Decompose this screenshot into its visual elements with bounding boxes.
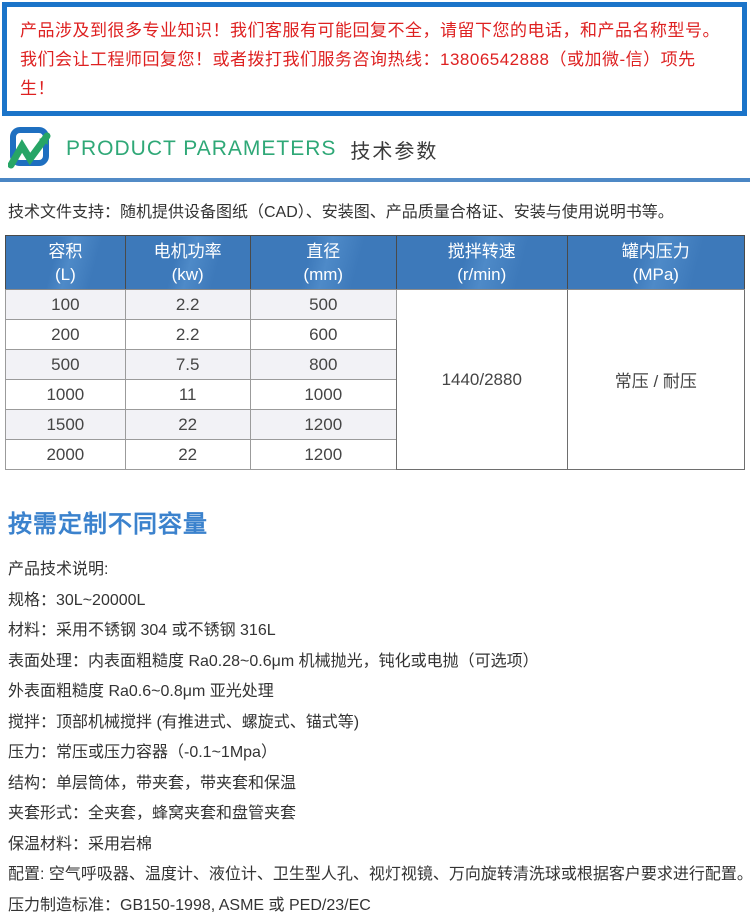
spec-line: 保温材料：采用岩棉: [8, 830, 742, 861]
spec-line: 压力制造标准：GB150-1998, ASME 或 PED/23/EC: [8, 891, 742, 921]
power-cell: 2.2: [125, 320, 250, 350]
power-cell: 2.2: [125, 290, 250, 320]
power-cell: 22: [125, 440, 250, 470]
tech-docs-note: 技术文件支持：随机提供设备图纸（CAD）、安装图、产品质量合格证、安装与使用说明…: [0, 182, 750, 235]
volume-cell: 2000: [6, 440, 126, 470]
column-header-volume: 容积 (L): [6, 236, 126, 290]
spec-line: 产品技术说明:: [8, 555, 742, 586]
volume-cell: 500: [6, 350, 126, 380]
zigzag-chart-icon: [8, 126, 54, 172]
tech-docs-note-text: 技术文件支持：随机提供设备图纸（CAD）、安装图、产品质量合格证、安装与使用说明…: [8, 204, 674, 221]
service-notice-text: 产品涉及到很多专业知识！我们客服有可能回复不全，请留下您的电话，和产品名称型号。…: [20, 21, 720, 98]
column-header-power: 电机功率 (kw): [125, 236, 250, 290]
spec-line: 表面处理：内表面粗糙度 Ra0.28~0.6μm 机械抛光，钝化或电抛（可选项）: [8, 647, 742, 678]
table-header-row: 容积 (L) 电机功率 (kw) 直径 (mm) 搅拌转速 (r/min) 罐内…: [6, 236, 745, 290]
diameter-cell: 500: [250, 290, 396, 320]
spec-line: 结构：单层筒体，带夹套，带夹套和保温: [8, 769, 742, 800]
column-header-diameter: 直径 (mm): [250, 236, 396, 290]
volume-cell: 200: [6, 320, 126, 350]
diameter-cell: 600: [250, 320, 396, 350]
section-header: PRODUCT PARAMETERS 技术参数: [0, 116, 750, 178]
diameter-cell: 1000: [250, 380, 396, 410]
pressure-merged-cell: 常压 / 耐压: [567, 290, 744, 470]
custom-capacity-heading: 按需定制不同容量: [8, 504, 742, 539]
column-header-pressure: 罐内压力 (MPa): [567, 236, 744, 290]
diameter-cell: 1200: [250, 410, 396, 440]
spec-line: 夹套形式：全夹套，蜂窝夹套和盘管夹套: [8, 799, 742, 830]
product-spec-list: 产品技术说明: 规格：30L~20000L 材料：采用不锈钢 304 或不锈钢 …: [0, 555, 750, 921]
volume-cell: 1000: [6, 380, 126, 410]
speed-merged-cell: 1440/2880: [396, 290, 567, 470]
table-row: 100 2.2 500 1440/2880 常压 / 耐压: [6, 290, 745, 320]
section-title-zh: 技术参数: [350, 135, 438, 164]
volume-cell: 1500: [6, 410, 126, 440]
power-cell: 11: [125, 380, 250, 410]
parameters-table-wrapper: 容积 (L) 电机功率 (kw) 直径 (mm) 搅拌转速 (r/min) 罐内…: [0, 235, 750, 470]
spec-line: 规格：30L~20000L: [8, 586, 742, 617]
column-header-speed: 搅拌转速 (r/min): [396, 236, 567, 290]
diameter-cell: 800: [250, 350, 396, 380]
spec-line: 压力：常压或压力容器（-0.1~1Mpa）: [8, 738, 742, 769]
service-notice-banner: 产品涉及到很多专业知识！我们客服有可能回复不全，请留下您的电话，和产品名称型号。…: [2, 2, 747, 116]
spec-line: 材料：采用不锈钢 304 或不锈钢 316L: [8, 616, 742, 647]
power-cell: 22: [125, 410, 250, 440]
power-cell: 7.5: [125, 350, 250, 380]
spec-line: 配置: 空气呼吸器、温度计、液位计、卫生型人孔、视灯视镜、万向旋转清洗球或根据客…: [8, 860, 742, 891]
spec-line: 外表面粗糙度 Ra0.6~0.8μm 亚光处理: [8, 677, 742, 708]
volume-cell: 100: [6, 290, 126, 320]
diameter-cell: 1200: [250, 440, 396, 470]
spec-line: 搅拌：顶部机械搅拌 (有推进式、螺旋式、锚式等): [8, 708, 742, 739]
parameters-table: 容积 (L) 电机功率 (kw) 直径 (mm) 搅拌转速 (r/min) 罐内…: [5, 235, 745, 470]
section-title-en: PRODUCT PARAMETERS: [66, 137, 336, 161]
